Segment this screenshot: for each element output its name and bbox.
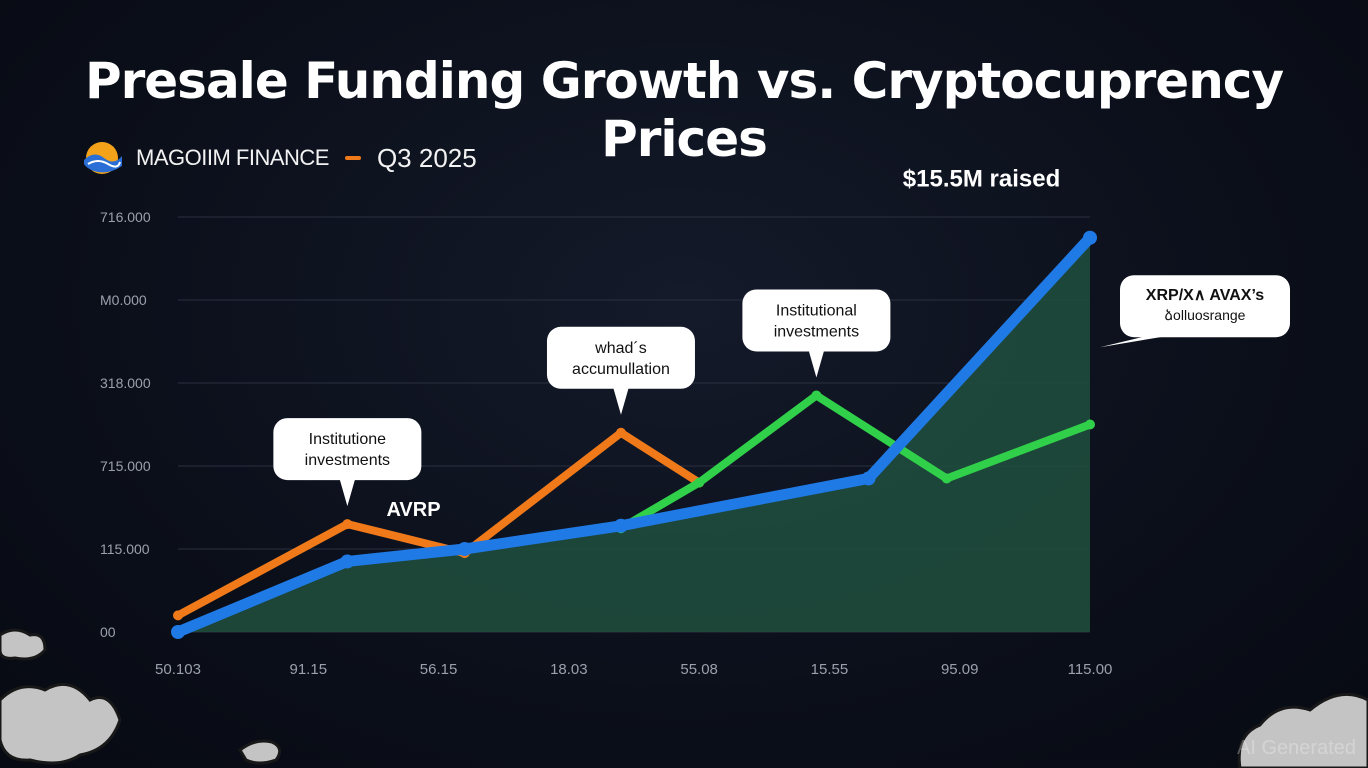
annotation-text: ձolluosrange (1165, 307, 1246, 323)
annotation-text: Institutional (776, 302, 857, 319)
y-tick-label: 318.000 (100, 375, 151, 391)
annotation-text: Institutione (309, 431, 386, 448)
brand-separator (344, 156, 361, 160)
decorative-scribble (1237, 692, 1368, 768)
decorations (0, 628, 1368, 768)
annotation-callout: XRP/X∧ AVAX’s ձolluosrange (1100, 275, 1290, 348)
data-point-green (811, 390, 822, 401)
annotation-callout: whad´s accumullation (546, 326, 695, 415)
annotation-text: whad´s (594, 340, 647, 357)
data-point-blue (340, 554, 355, 569)
decorative-scribble (238, 739, 282, 765)
data-point-blue (1083, 230, 1097, 245)
annotation-callout: Institutional investments (742, 289, 891, 378)
y-tick-label: 115.000 (100, 541, 150, 557)
y-tick-label: 715.000 (100, 458, 151, 474)
brand-logo-icon (84, 142, 122, 174)
data-point-blue (861, 471, 876, 486)
x-tick-label: 115.00 (1068, 661, 1113, 678)
x-tick-label: 18.03 (550, 661, 588, 678)
watermark: AI Generated (1237, 737, 1356, 759)
annotation-text: investments (305, 452, 390, 469)
x-tick-label: 95.09 (941, 661, 979, 678)
total-raised-label: $15.5M raised (903, 165, 1060, 192)
series-lines (171, 230, 1097, 639)
data-point-blue (457, 542, 472, 556)
annotation-text: investments (774, 323, 859, 340)
series-line-blue (172, 232, 1096, 638)
data-point-orange (615, 427, 626, 438)
quarter-label: Q3 2025 (376, 142, 477, 173)
series-label: AVRP (386, 499, 440, 521)
data-point-orange (173, 610, 183, 621)
brand-name: MAGOIIM FINANCE (136, 145, 329, 170)
decorative-scribble (0, 682, 122, 765)
y-tick-label: 00 (100, 624, 116, 640)
x-tick-label: 50.103 (155, 661, 201, 678)
annotation-callout: Institutione investments (273, 418, 422, 507)
data-point-blue (171, 625, 185, 639)
area-fill (178, 237, 1090, 632)
data-point-green (1085, 419, 1095, 430)
data-point-green (694, 477, 705, 488)
annotations: Institutione investments whad´s accumullati… (273, 165, 1290, 521)
data-point-orange (342, 519, 353, 530)
area-under-blue-series (178, 237, 1090, 632)
x-tick-label: 91.15 (290, 661, 328, 678)
chart-title: Presale Funding Growth vs. Cryptocuprenc… (84, 52, 1284, 168)
x-tick-label: 56.15 (420, 661, 458, 678)
annotation-text: accumullation (572, 361, 670, 378)
y-tick-label: M0.000 (100, 292, 147, 308)
y-tick-label: 716.000 (100, 209, 151, 225)
brand-row: MAGOIIM FINANCE Q3 2025 (80, 140, 477, 176)
tick-labels: 00 115.000 715.000 318.000 M0.000 716.000 50.1… (100, 209, 1112, 678)
decorative-scribble (0, 628, 47, 661)
x-tick-label: 55.08 (680, 661, 718, 678)
annotation-text: XRP/X∧ AVAX’s (1146, 287, 1265, 304)
data-point-blue (613, 518, 628, 533)
x-tick-label: 15.55 (811, 661, 849, 678)
data-point-green (941, 473, 952, 484)
